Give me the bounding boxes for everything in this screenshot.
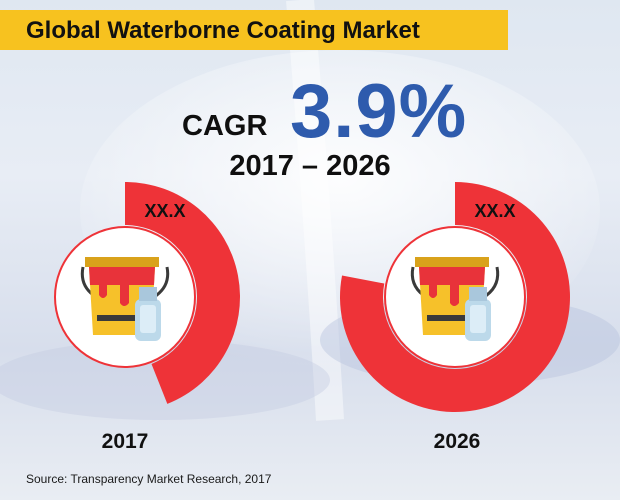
ring-segment-2026: [339, 182, 570, 412]
source-note: Source: Transparency Market Research, 20…: [26, 472, 272, 486]
value-label-2017: XX.X: [144, 201, 185, 221]
ring-segment-2017: [125, 182, 240, 404]
title-bar: [0, 10, 508, 50]
year-label-2017: 2017: [101, 430, 149, 453]
cagr-label: CAGR: [182, 110, 268, 142]
cagr-value: 3.9%: [290, 69, 468, 154]
paint-bucket-icon: [410, 257, 500, 341]
value-label-2026: XX.X: [474, 201, 515, 221]
period-label: 2017 – 2026: [229, 150, 391, 182]
paint-bucket-icon: [80, 257, 170, 341]
chart-title: Global Waterborne Coating Market: [26, 17, 420, 44]
year-label-2026: 2026: [433, 430, 481, 453]
